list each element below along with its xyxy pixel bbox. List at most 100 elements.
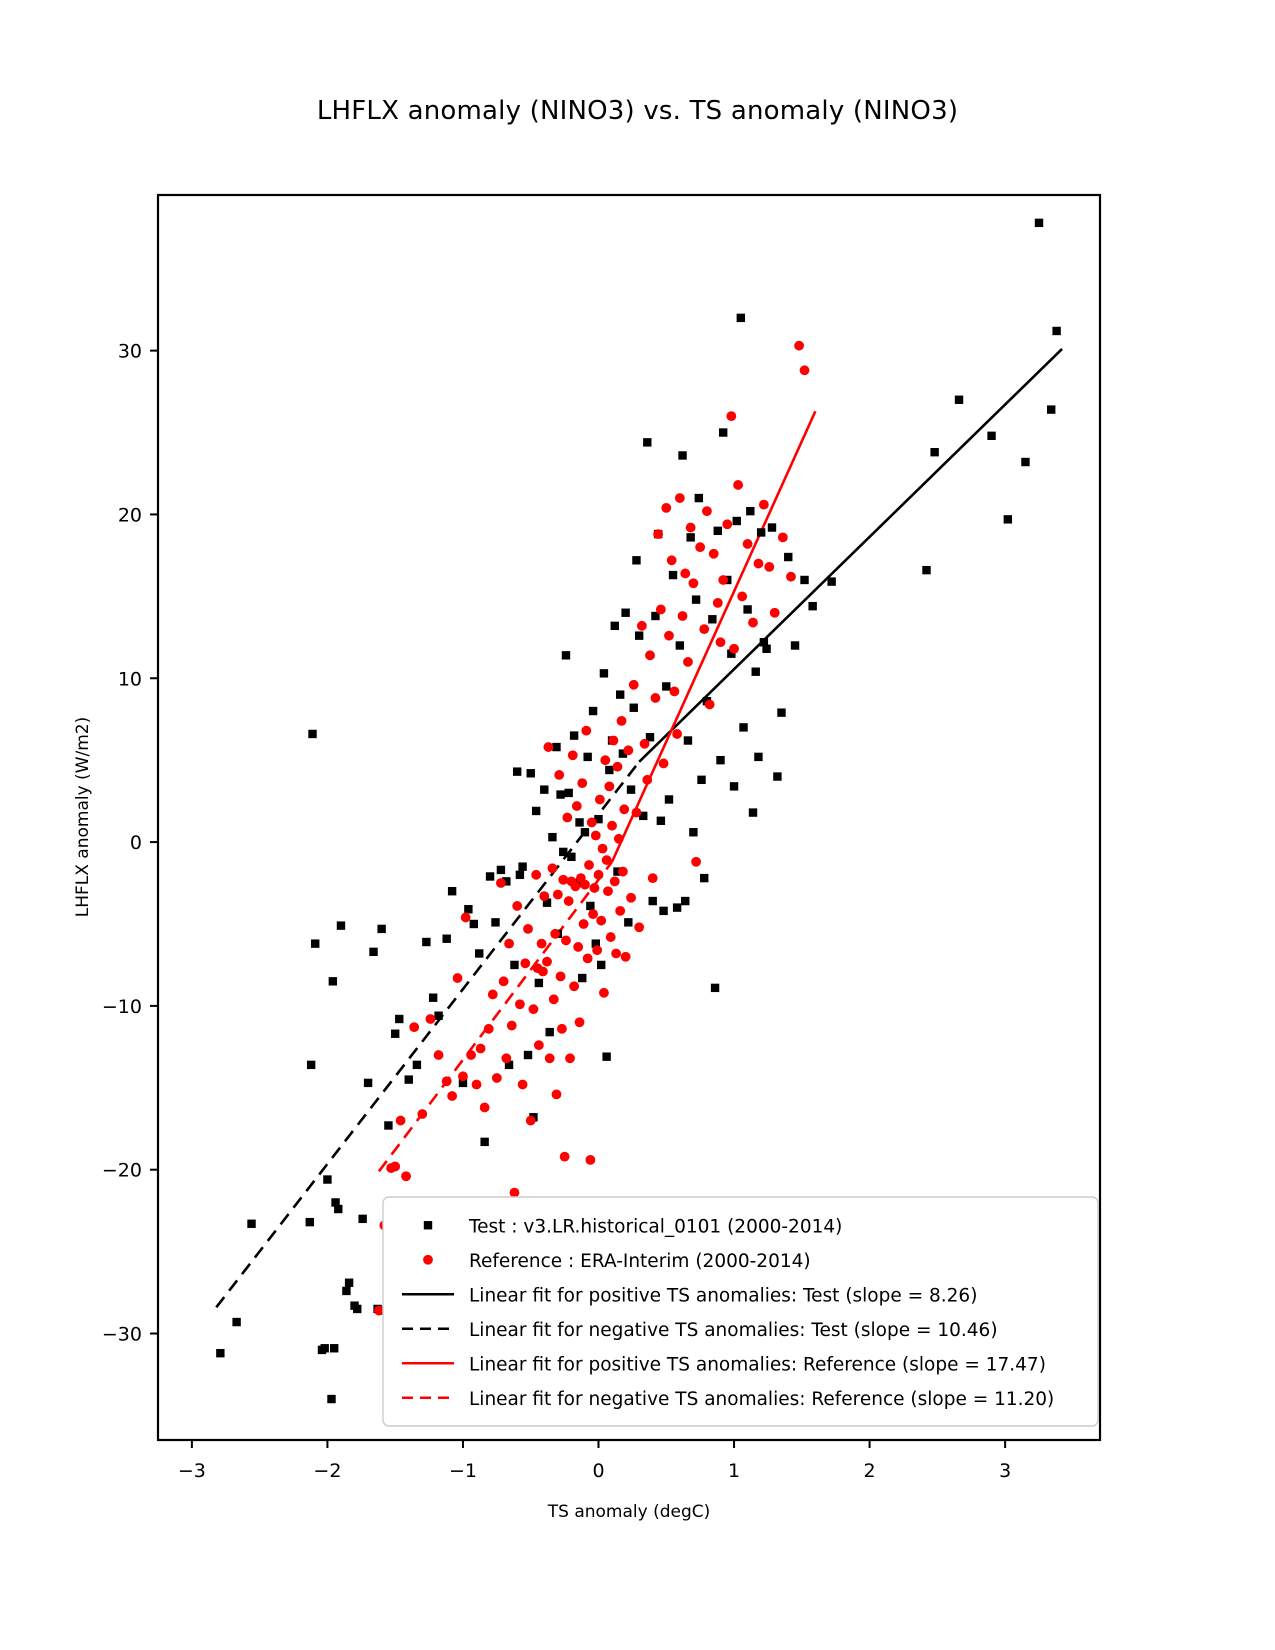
data-point <box>683 736 693 745</box>
legend-entry[interactable]: Reference : ERA-Interim (2000-2014) <box>423 1251 811 1272</box>
data-point <box>562 812 573 823</box>
data-point <box>748 808 758 817</box>
data-point <box>639 738 650 749</box>
data-point <box>754 752 763 762</box>
data-point <box>512 767 522 776</box>
data-point <box>651 611 660 621</box>
data-point <box>700 873 709 883</box>
data-point <box>502 877 511 886</box>
data-point <box>762 644 771 653</box>
data-point <box>610 621 619 631</box>
data-point <box>664 630 674 641</box>
y-axis-label: LHFLX anomaly (W/m2) <box>73 717 93 918</box>
data-point <box>680 568 691 579</box>
data-point <box>395 1115 406 1126</box>
legend-entry[interactable]: Linear fit for positive TS anomalies: Re… <box>402 1354 1046 1375</box>
data-point <box>384 1121 393 1130</box>
series-points <box>216 218 1061 1404</box>
data-point <box>512 901 523 911</box>
data-point <box>573 942 584 952</box>
data-point <box>520 958 531 969</box>
axes-frame <box>156 193 1102 1442</box>
legend-entry[interactable]: Linear fit for negative TS anomalies: Te… <box>402 1320 998 1341</box>
legend-label: Test : v3.LR.historical_0101 (2000-2014) <box>468 1216 842 1237</box>
data-point <box>390 1161 401 1172</box>
data-point <box>501 1053 512 1064</box>
legend-entry[interactable]: Linear fit for negative TS anomalies: Re… <box>402 1389 1054 1410</box>
data-point <box>1003 515 1013 524</box>
data-point <box>509 1187 520 1198</box>
data-point <box>594 794 605 805</box>
x-axis-label: TS anomaly (degC) <box>547 1502 711 1522</box>
data-point <box>695 542 706 553</box>
data-point <box>613 867 622 876</box>
data-point <box>577 778 588 788</box>
data-point <box>542 898 552 907</box>
data-point <box>786 571 796 582</box>
data-point <box>704 699 715 710</box>
data-point <box>591 939 600 948</box>
data-point <box>632 556 641 565</box>
legend-entry[interactable]: Linear fit for positive TS anomalies: Te… <box>402 1285 977 1306</box>
data-point <box>589 883 600 893</box>
data-point <box>668 570 678 580</box>
data-point <box>588 706 598 716</box>
data-point <box>232 1317 241 1327</box>
data-point <box>631 807 642 818</box>
data-point <box>600 755 611 766</box>
data-point <box>656 816 666 825</box>
data-point <box>569 981 580 992</box>
data-point <box>727 649 736 658</box>
plot-legend[interactable]: Test : v3.LR.historical_0101 (2000-2014)… <box>382 1196 1099 1427</box>
data-point <box>395 1014 404 1024</box>
data-point <box>681 896 690 906</box>
data-point <box>753 558 764 569</box>
data-point <box>582 953 593 964</box>
data-point <box>713 526 722 536</box>
data-point <box>514 999 525 1010</box>
data-point <box>555 971 566 982</box>
data-point <box>674 493 685 503</box>
data-point <box>677 611 688 621</box>
data-point <box>311 939 320 948</box>
data-point <box>790 641 800 650</box>
data-point <box>536 938 547 949</box>
data-point <box>523 1050 533 1060</box>
data-point <box>554 770 565 780</box>
data-series <box>216 218 1061 1404</box>
data-point <box>506 1020 517 1031</box>
data-point <box>570 881 581 892</box>
data-point <box>930 447 939 457</box>
data-point <box>629 703 638 712</box>
legend-entry[interactable]: Test : v3.LR.historical_0101 (2000-2014) <box>423 1216 843 1237</box>
data-point <box>602 1052 611 1061</box>
data-point <box>650 693 661 703</box>
x-tick-label: −2 <box>313 1460 341 1482</box>
data-point <box>784 552 793 562</box>
data-point <box>742 539 753 549</box>
data-point <box>586 817 597 828</box>
data-point <box>561 935 571 946</box>
data-point <box>732 516 741 526</box>
data-point <box>767 523 777 532</box>
data-point <box>739 723 748 732</box>
data-point <box>710 983 720 993</box>
data-point <box>588 909 598 920</box>
legend-label: Linear fit for negative TS anomalies: Te… <box>469 1320 998 1341</box>
data-point <box>401 1171 411 1182</box>
y-tick-label: 0 <box>130 832 142 854</box>
data-point <box>628 679 639 690</box>
data-point <box>567 852 576 862</box>
data-point <box>736 313 746 323</box>
data-point <box>748 617 758 628</box>
data-point <box>621 608 630 617</box>
x-tick-label: −3 <box>178 1460 206 1482</box>
data-point <box>592 945 603 956</box>
data-point <box>661 502 672 513</box>
data-point <box>759 638 769 647</box>
data-point <box>691 595 701 604</box>
data-point <box>564 788 573 798</box>
data-point <box>719 428 728 437</box>
